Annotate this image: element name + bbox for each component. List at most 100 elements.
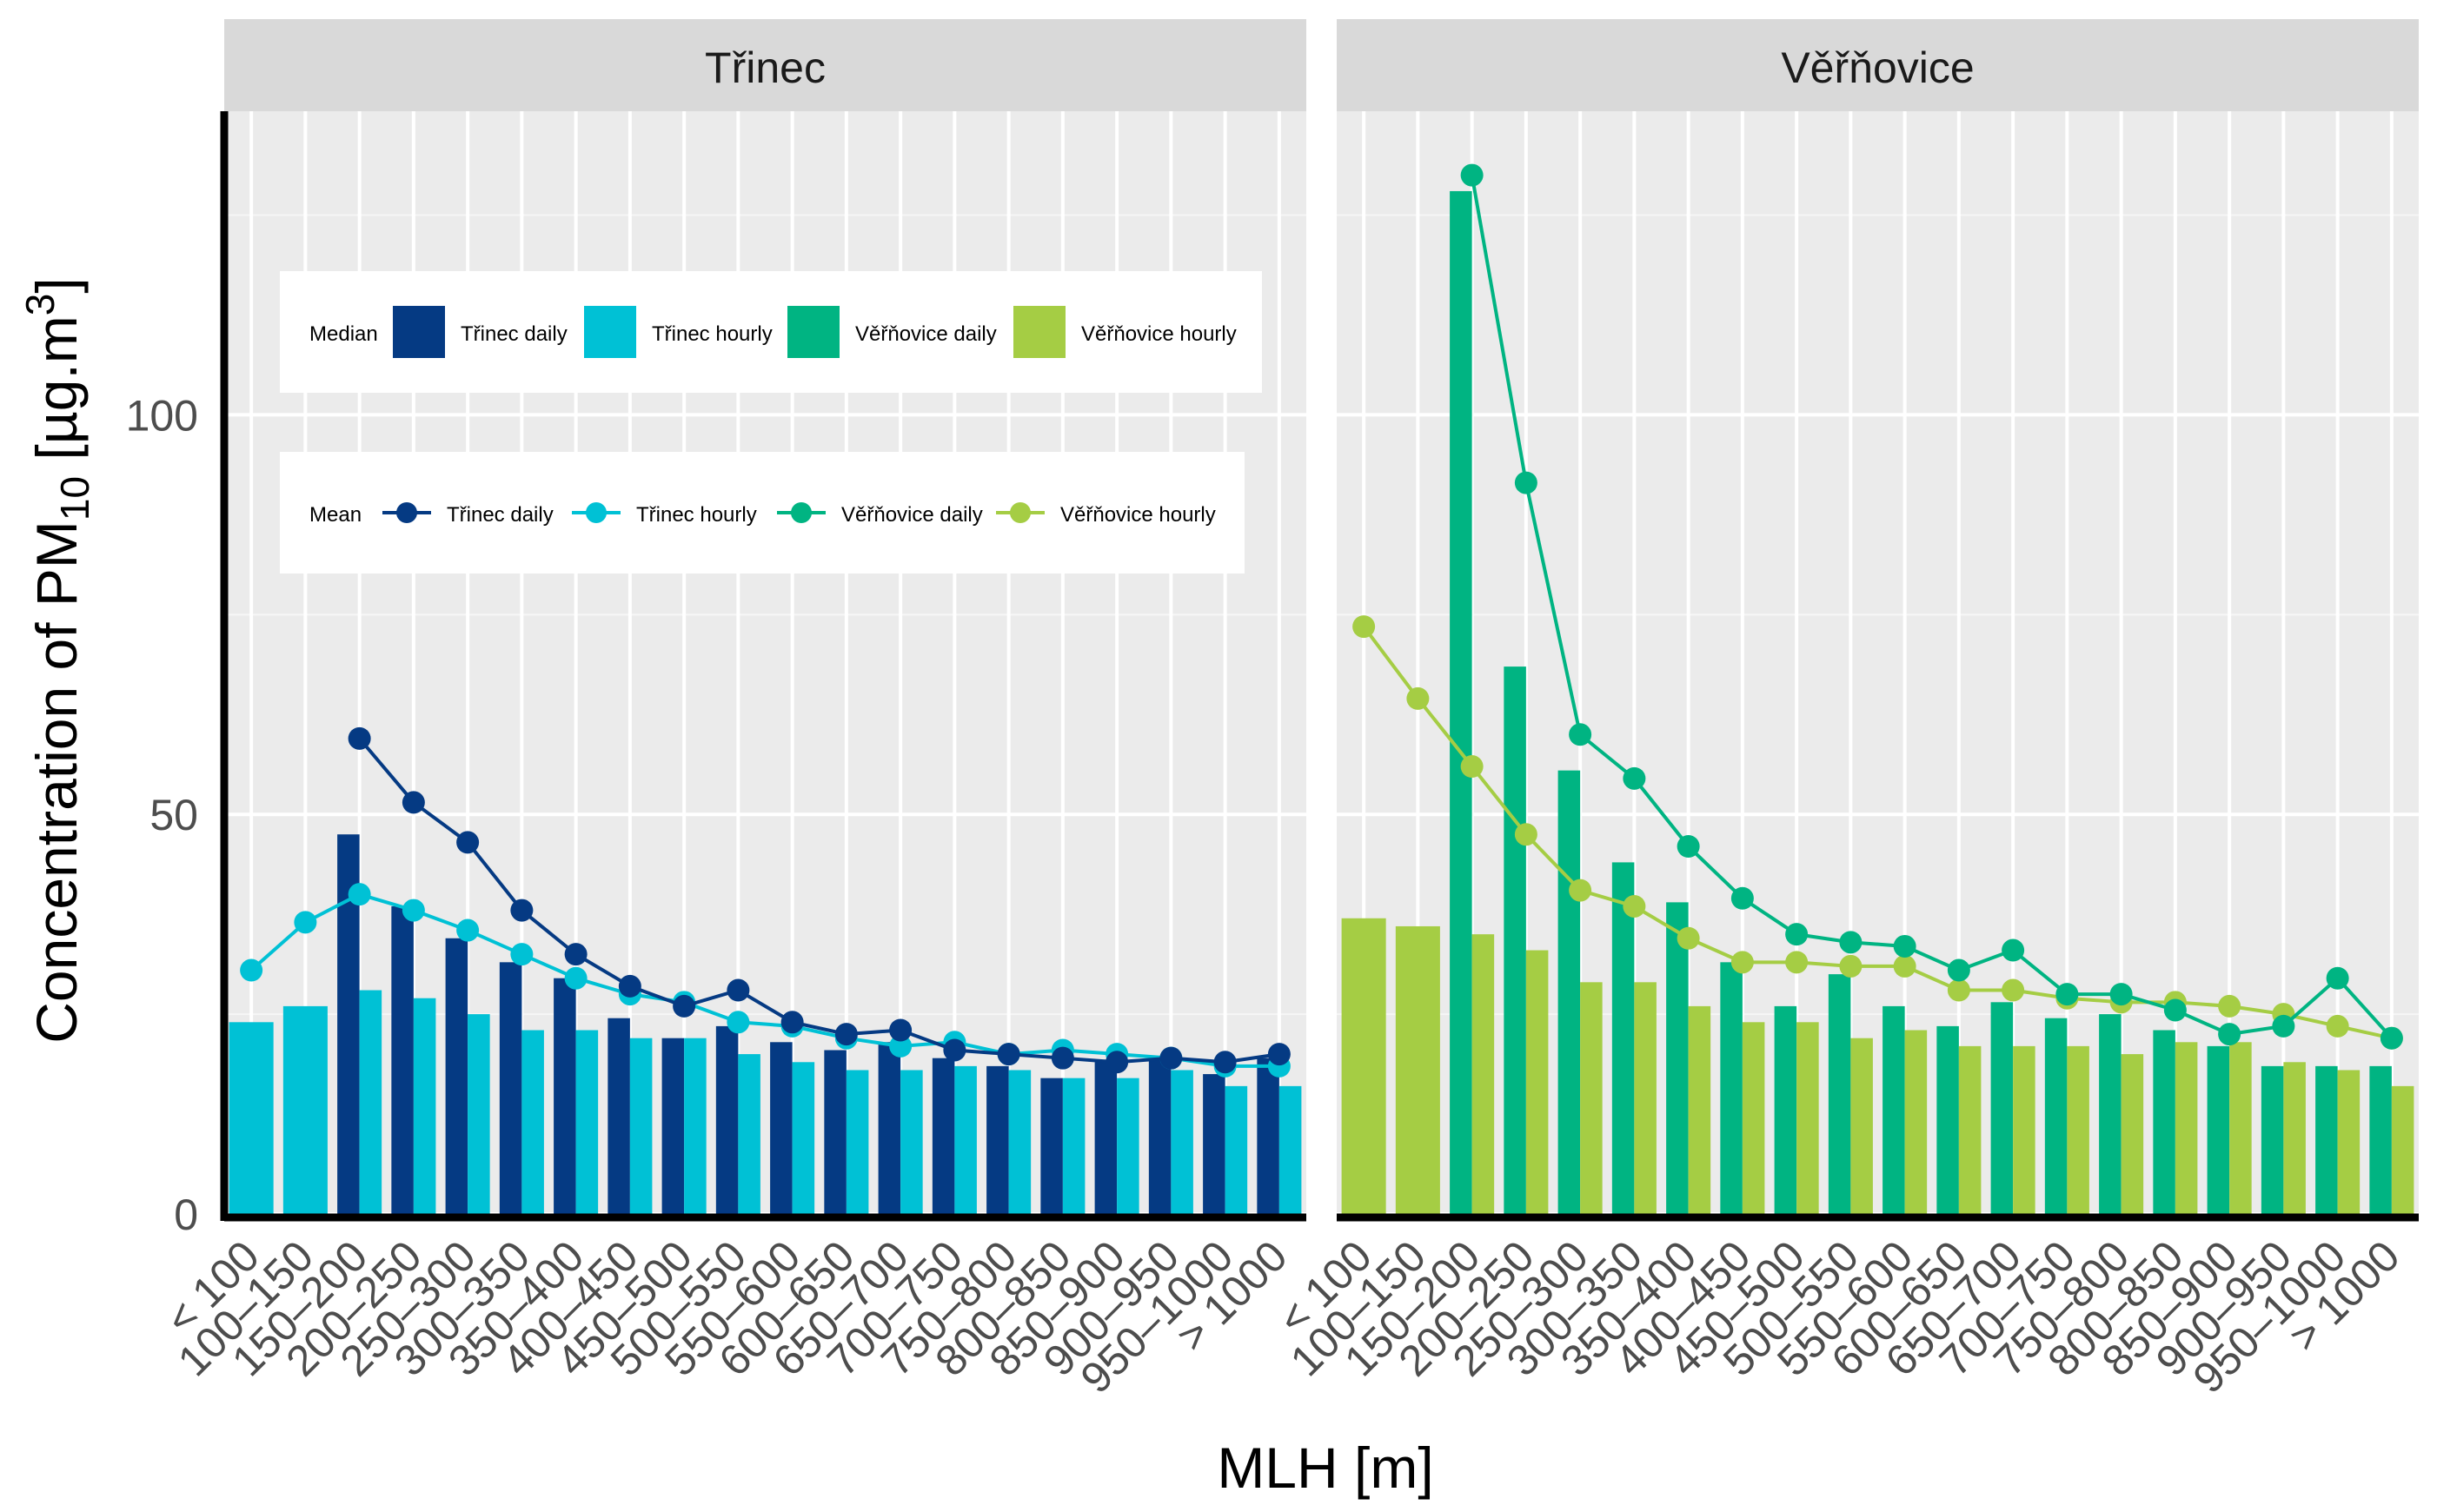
bar-median-daily	[1720, 962, 1743, 1214]
bar-median-hourly	[1634, 982, 1657, 1214]
bar-median-hourly	[738, 1054, 760, 1214]
bar-median-hourly	[359, 990, 382, 1214]
mean-daily-point	[834, 1023, 858, 1046]
legend-median: Median Třinec daily Třinec hourly Věřňovice…	[280, 271, 1262, 393]
bar-median-daily	[499, 962, 522, 1214]
mean-daily-point	[1106, 1051, 1129, 1074]
mean-daily-point	[402, 791, 425, 814]
legend-label: Věřňovice hourly	[1081, 322, 1237, 346]
mean-daily-point	[889, 1018, 913, 1042]
bar-median-hourly	[629, 1038, 653, 1214]
bar-median-daily	[1040, 1078, 1063, 1214]
bar-median-hourly	[1395, 925, 1440, 1214]
legend-label: Třinec hourly	[652, 322, 773, 346]
panel-title: Třinec	[705, 43, 826, 92]
bar-median-daily	[1148, 1058, 1172, 1214]
mean-daily-point	[780, 1011, 804, 1034]
bar-median-hourly	[900, 1070, 923, 1214]
bar-median-hourly	[1225, 1085, 1248, 1214]
bar-median-daily	[2369, 1065, 2392, 1214]
bar-median-hourly	[1341, 918, 1386, 1214]
mean-hourly-point	[402, 899, 425, 922]
mean-daily-point	[2109, 983, 2133, 1006]
bar-median-hourly	[2391, 1085, 2414, 1214]
legend-swatch	[584, 306, 636, 358]
bar-median-daily	[1990, 1002, 2014, 1214]
bar-median-daily	[1094, 1062, 1118, 1214]
mean-hourly-point	[727, 1011, 750, 1034]
mean-daily-point	[1051, 1046, 1074, 1070]
bar-median-hourly	[1471, 934, 1495, 1214]
mean-daily-point	[1677, 835, 1700, 858]
mean-daily-point	[2272, 1014, 2295, 1038]
mean-daily-point	[2002, 938, 2025, 962]
legend-label: Třinec daily	[447, 503, 554, 527]
bar-median-hourly	[2121, 1054, 2144, 1214]
panel-trinec: Třinec< 100100–150150–200200–250250–3003…	[156, 19, 1306, 1403]
bar-median-hourly	[1904, 1030, 1928, 1214]
bar-median-daily	[1504, 666, 1526, 1214]
mean-hourly-point	[1623, 894, 1646, 918]
bar-median-hourly	[1171, 1070, 1193, 1214]
legend-marker	[396, 502, 417, 523]
bar-median-daily	[2261, 1065, 2284, 1214]
bar-median-hourly	[1742, 1022, 1765, 1214]
bar-median-daily	[608, 1018, 630, 1214]
bar-median-hourly	[1958, 1045, 1982, 1214]
bar-median-daily	[391, 905, 414, 1214]
mean-hourly-point	[348, 883, 371, 906]
mean-hourly-point	[564, 966, 588, 990]
legend-swatch	[787, 306, 840, 358]
legend-title: Median	[309, 322, 378, 346]
mean-hourly-point	[1514, 823, 1537, 846]
bar-median-hourly	[954, 1065, 977, 1214]
mean-hourly-point	[889, 1034, 913, 1058]
mean-hourly-point	[240, 958, 263, 982]
bar-median-daily	[1450, 190, 1472, 1214]
mean-daily-point	[1460, 163, 1484, 187]
mean-daily-point	[1893, 934, 1916, 958]
panel-verovice: Věřňovice< 100100–150150–200200–250250–3…	[1269, 19, 2419, 1403]
bar-median-daily	[878, 1042, 901, 1214]
bar-median-hourly	[229, 1022, 274, 1214]
bar-median-hourly	[1008, 1070, 1032, 1214]
mean-daily-point	[1785, 923, 1809, 946]
bar-median-hourly	[1278, 1085, 1302, 1214]
mean-hourly-point	[510, 943, 534, 966]
legend-marker	[586, 502, 607, 523]
mean-hourly-point	[1893, 954, 1916, 978]
mean-hourly-point	[1352, 615, 1376, 639]
mean-daily-point	[1730, 886, 1754, 910]
bar-median-daily	[1257, 1058, 1279, 1214]
mean-hourly-point	[294, 911, 317, 934]
mean-hourly-point	[1460, 755, 1484, 779]
legend-label: Věřňovice daily	[855, 322, 997, 346]
mean-daily-point	[510, 899, 534, 922]
bar-median-hourly	[2229, 1042, 2252, 1214]
y-axis: 0 50 100	[126, 111, 229, 1239]
mean-hourly-point	[1839, 954, 1863, 978]
mean-daily-point	[2163, 998, 2187, 1022]
mean-daily-point	[1839, 931, 1863, 954]
bar-median-daily	[1936, 1025, 1959, 1214]
mean-daily-point	[727, 978, 750, 1002]
bar-median-daily	[2099, 1014, 2122, 1214]
mean-daily-point	[2055, 983, 2079, 1006]
x-axis-label: MLH [m]	[1217, 1436, 1433, 1500]
legend-label: Třinec hourly	[636, 503, 757, 527]
legend-swatch	[393, 306, 445, 358]
bar-median-hourly	[1580, 982, 1603, 1214]
bar-median-hourly	[575, 1030, 599, 1214]
legend-marker	[1010, 502, 1031, 523]
bar-median-hourly	[1688, 1005, 1711, 1214]
mean-hourly-point	[1785, 951, 1809, 974]
mean-daily-point	[1947, 958, 1970, 982]
bar-median-daily	[770, 1042, 793, 1214]
mean-daily-point	[2218, 1023, 2241, 1046]
mean-daily-point	[456, 831, 480, 854]
bar-median-hourly	[521, 1030, 544, 1214]
mean-hourly-point	[2326, 1014, 2349, 1038]
legend-swatch	[1013, 306, 1066, 358]
y-tick-label: 50	[149, 791, 198, 839]
legend-marker	[791, 502, 812, 523]
